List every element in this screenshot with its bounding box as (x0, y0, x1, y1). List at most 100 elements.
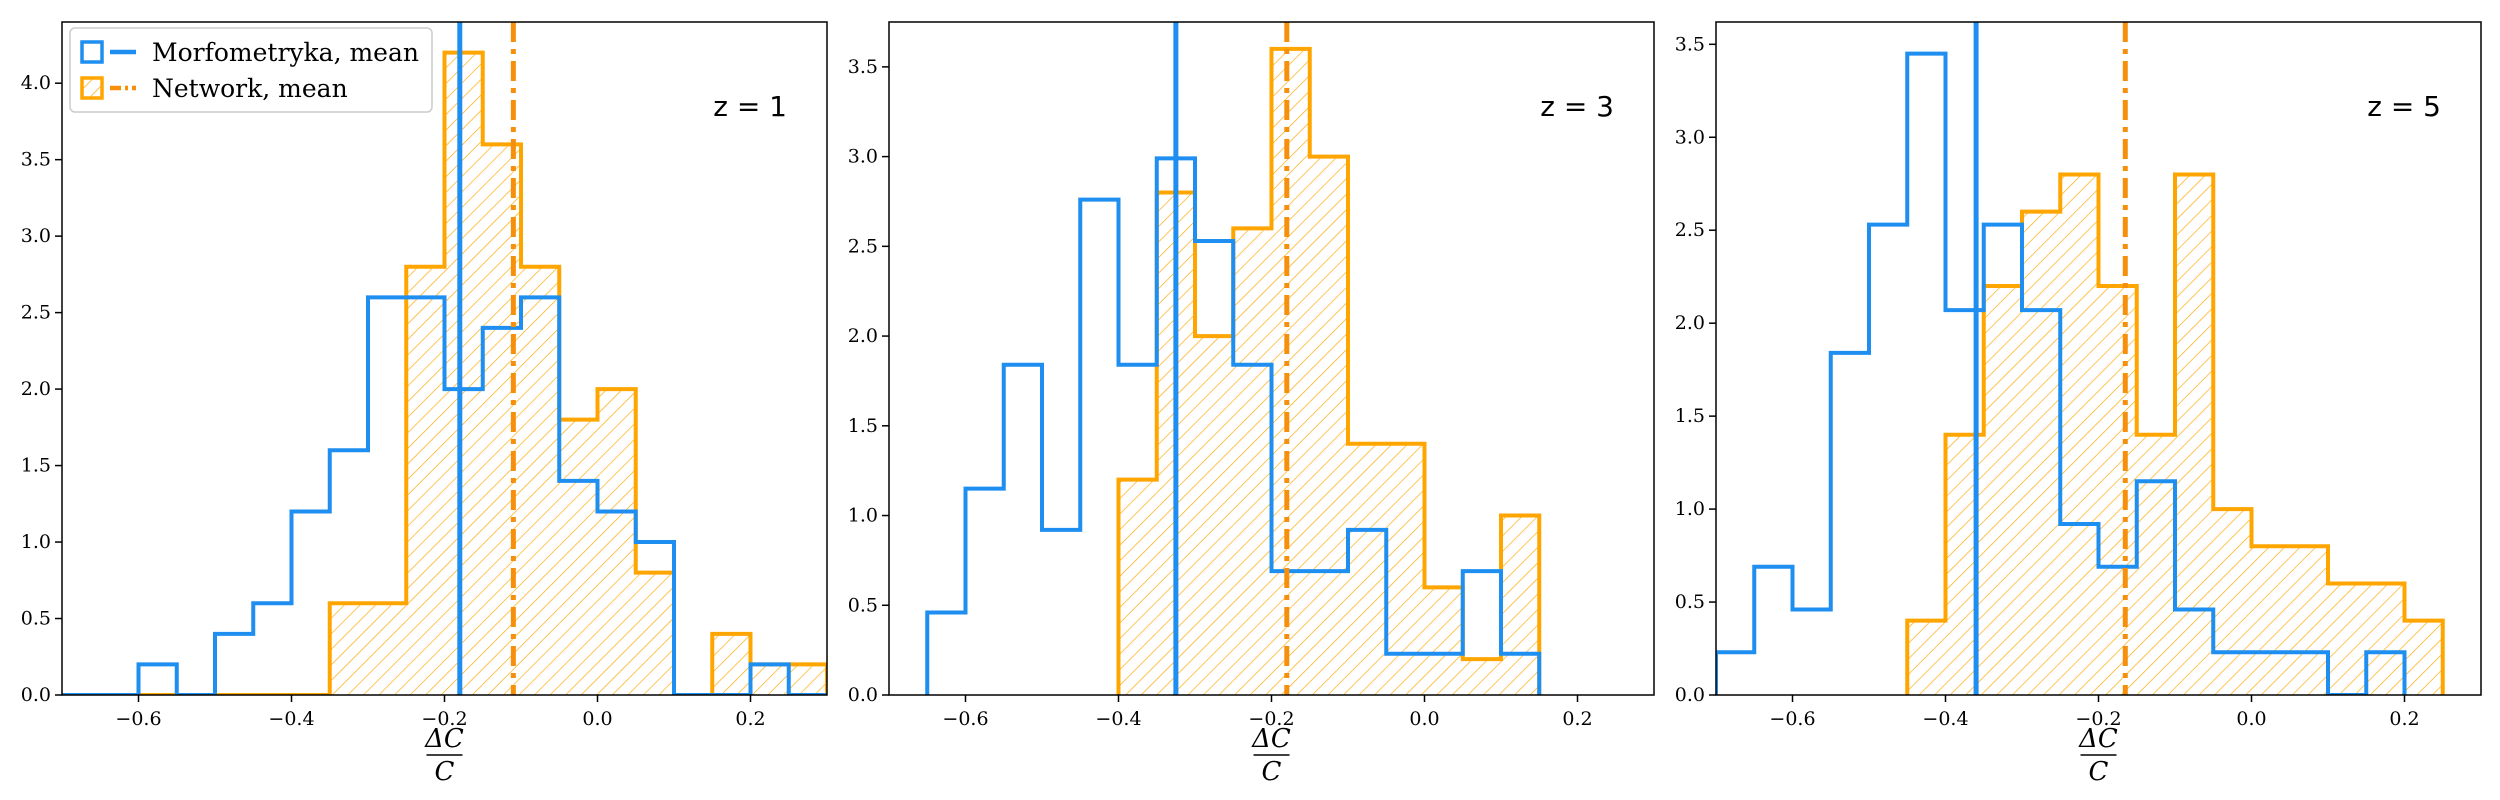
panels: −0.6 −0.4 −0.2 0.0 0.2 0.0 0.5 1.0 1.5 2.0 2.5 3.0 3… (21, 21, 2482, 787)
network-bar (2251, 546, 2290, 695)
x-tick-label: −0.6 (942, 708, 988, 730)
network-bar (2060, 174, 2099, 695)
x-label-denominator: C (435, 757, 455, 787)
legend-frame (69, 27, 433, 113)
y-tick-label: 3.5 (1675, 33, 1705, 55)
network-outline (1905, 172, 2445, 695)
x-tick-label: −0.4 (1922, 708, 1968, 730)
panel-3: −0.6 −0.4 −0.2 0.0 0.2 0.0 0.5 1.0 1.5 2.0 2.5 3.0 3… (1675, 21, 2482, 787)
x-tick-label: −0.6 (115, 708, 161, 730)
network-bar (1462, 659, 1501, 695)
y-axis: 0.0 0.5 1.0 1.5 2.0 2.5 3.0 3.5 (848, 56, 889, 706)
legend-swatch-box (80, 76, 104, 100)
y-tick-label: 3.0 (848, 146, 878, 168)
network-histogram (1905, 172, 2445, 695)
x-axis: −0.6 −0.4 −0.2 0.0 0.2 (1769, 695, 2420, 730)
network-bar (1501, 515, 1540, 695)
x-label-numerator: ΔC (1251, 724, 1291, 754)
morfometryka-histogram (1716, 51, 2407, 695)
network-histogram (1116, 46, 1542, 695)
legend: Morfometryka, mean Network, mean (69, 27, 433, 113)
y-tick-label: 0.5 (1675, 591, 1705, 613)
x-tick-label: 0.2 (1562, 708, 1592, 730)
network-bar (521, 266, 560, 695)
network-bar (2404, 620, 2443, 695)
legend-swatch-box (80, 40, 104, 64)
network-bar (444, 52, 483, 695)
y-tick-label: 1.0 (1675, 498, 1705, 520)
x-label-numerator: ΔC (2078, 724, 2118, 754)
y-axis: 0.0 0.5 1.0 1.5 2.0 2.5 3.0 3.5 (1675, 33, 1716, 706)
redshift-annotation: z = 5 (2367, 90, 2441, 123)
y-tick-label: 3.5 (21, 149, 51, 171)
x-axis: −0.6 −0.4 −0.2 0.0 0.2 (942, 695, 1593, 730)
y-tick-label: 1.5 (1675, 405, 1705, 427)
network-bar (2213, 509, 2252, 695)
y-tick-label: 0.0 (21, 684, 51, 706)
y-tick-label: 0.0 (848, 684, 878, 706)
network-bar (1309, 156, 1348, 695)
x-tick-label: 0.2 (735, 708, 765, 730)
legend-label: Morfometryka, mean (152, 38, 419, 67)
legend-label: Network, mean (152, 74, 348, 103)
y-tick-label: 4.0 (21, 72, 51, 94)
x-axis-label: ΔCC (424, 724, 464, 787)
network-bar (2022, 211, 2061, 695)
network-bar (559, 419, 598, 695)
network-bar (712, 633, 751, 695)
network-bar (635, 572, 674, 695)
y-tick-label: 2.5 (848, 235, 878, 257)
network-bar (1271, 48, 1310, 695)
x-tick-label: −0.4 (1095, 708, 1141, 730)
network-outline (62, 50, 827, 695)
network-bar (2289, 546, 2328, 695)
y-tick-label: 1.0 (21, 531, 51, 553)
network-bar (406, 266, 445, 695)
network-bar (1118, 479, 1157, 695)
y-tick-label: 1.0 (848, 505, 878, 527)
y-tick-label: 0.5 (21, 608, 51, 630)
legend-entry-network: Network, mean (80, 74, 348, 103)
x-tick-label: −0.2 (1248, 708, 1294, 730)
x-tick-label: −0.6 (1769, 708, 1815, 730)
network-bar (1907, 620, 1946, 695)
x-label-denominator: C (2089, 757, 2109, 787)
y-tick-label: 2.0 (21, 378, 51, 400)
x-axis-label: ΔCC (2078, 724, 2118, 787)
network-bar (329, 603, 368, 695)
network-bar (750, 664, 789, 695)
network-bar (1233, 228, 1272, 695)
x-label-denominator: C (1262, 757, 1282, 787)
network-bar (2366, 583, 2405, 695)
x-tick-label: −0.2 (2075, 708, 2121, 730)
network-bar (597, 389, 636, 695)
x-axis-label: ΔCC (1251, 724, 1291, 787)
y-tick-label: 0.0 (1675, 684, 1705, 706)
y-tick-label: 2.5 (1675, 219, 1705, 241)
x-tick-label: 0.2 (2389, 708, 2419, 730)
plot-area (925, 22, 1542, 695)
y-axis: 0.0 0.5 1.0 1.5 2.0 2.5 3.0 3.5 4.0 (21, 72, 62, 706)
y-tick-label: 1.5 (21, 455, 51, 477)
morfometryka-histogram (925, 156, 1542, 695)
plot-area (62, 22, 827, 695)
network-outline (1116, 46, 1542, 695)
y-tick-label: 2.0 (1675, 312, 1705, 334)
network-bar (788, 664, 827, 695)
panel-1: −0.6 −0.4 −0.2 0.0 0.2 0.0 0.5 1.0 1.5 2.0 2.5 3.0 3… (21, 21, 828, 787)
network-bar (2328, 583, 2367, 695)
network-bar (2098, 285, 2137, 695)
panel-2: −0.6 −0.4 −0.2 0.0 0.2 0.0 0.5 1.0 1.5 2.0 2.5 3.0 3… (848, 21, 1655, 787)
y-tick-label: 3.0 (1675, 126, 1705, 148)
network-bar (2136, 434, 2175, 695)
network-bar (1348, 443, 1387, 695)
network-bar (1195, 336, 1234, 695)
network-bar (1424, 587, 1463, 695)
x-tick-label: −0.4 (268, 708, 314, 730)
plot-area (1716, 22, 2445, 695)
y-tick-label: 1.5 (848, 415, 878, 437)
redshift-annotation: z = 3 (1540, 90, 1614, 123)
x-label-numerator: ΔC (424, 724, 464, 754)
y-tick-label: 2.0 (848, 325, 878, 347)
